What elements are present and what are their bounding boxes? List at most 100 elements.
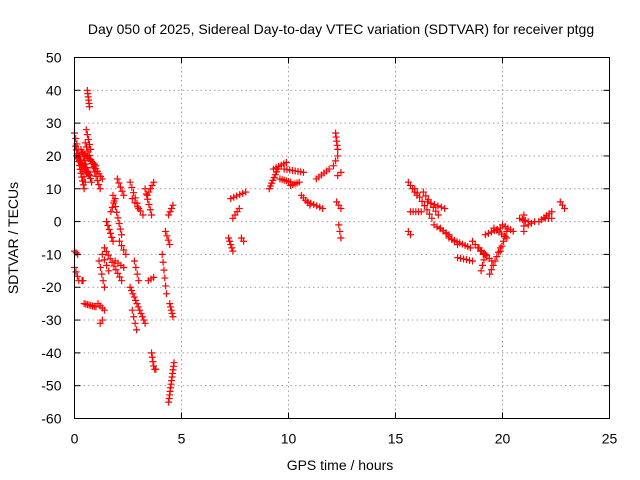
data-point bbox=[337, 234, 345, 242]
data-point bbox=[141, 319, 149, 327]
data-point bbox=[334, 172, 342, 180]
data-point bbox=[230, 193, 238, 201]
data-point bbox=[486, 270, 494, 278]
data-point bbox=[167, 306, 175, 314]
data-point bbox=[235, 204, 243, 212]
data-point bbox=[95, 181, 103, 189]
data-point bbox=[105, 225, 113, 233]
data-point bbox=[419, 188, 427, 196]
data-point bbox=[118, 187, 126, 195]
data-point bbox=[460, 255, 468, 263]
data-point bbox=[422, 192, 430, 200]
data-point bbox=[132, 296, 140, 304]
data-point bbox=[72, 134, 80, 142]
data-point bbox=[103, 218, 111, 226]
data-point bbox=[95, 257, 103, 265]
data-point bbox=[146, 206, 154, 214]
x-tick-label: 5 bbox=[178, 431, 186, 447]
data-point bbox=[163, 232, 171, 240]
data-point bbox=[325, 165, 333, 173]
data-point bbox=[310, 201, 318, 209]
data-point bbox=[120, 246, 128, 254]
data-point bbox=[145, 201, 153, 209]
data-point bbox=[83, 131, 91, 139]
data-point bbox=[421, 202, 429, 210]
plot-frame bbox=[74, 57, 610, 419]
data-point bbox=[104, 251, 112, 259]
data-point bbox=[493, 253, 501, 261]
data-point bbox=[413, 189, 421, 197]
data-point bbox=[133, 326, 141, 334]
y-tick-label: -60 bbox=[41, 411, 61, 427]
data-point bbox=[161, 274, 169, 282]
data-point bbox=[72, 142, 80, 150]
data-point bbox=[148, 181, 156, 189]
data-point bbox=[85, 171, 93, 179]
data-point bbox=[469, 257, 477, 265]
y-tick-label: 20 bbox=[46, 148, 62, 164]
data-point bbox=[107, 208, 115, 216]
data-point bbox=[299, 168, 307, 176]
data-point bbox=[134, 303, 142, 311]
data-point bbox=[115, 237, 123, 245]
y-axis-label: SDTVAR / TECUs bbox=[5, 182, 21, 294]
data-point bbox=[126, 178, 134, 186]
data-point bbox=[240, 237, 248, 245]
data-point bbox=[434, 202, 442, 210]
data-point bbox=[138, 313, 146, 321]
data-point bbox=[148, 349, 156, 357]
data-point bbox=[166, 241, 174, 249]
data-point bbox=[120, 191, 128, 199]
data-point bbox=[93, 176, 101, 184]
y-tick-label: -40 bbox=[41, 345, 61, 361]
data-point bbox=[548, 208, 556, 216]
data-point bbox=[457, 254, 465, 262]
data-point bbox=[111, 195, 119, 203]
data-point bbox=[169, 313, 177, 321]
data-point bbox=[143, 191, 151, 199]
data-point bbox=[491, 257, 499, 265]
data-point bbox=[85, 103, 93, 111]
data-point bbox=[334, 152, 342, 160]
data-point bbox=[304, 198, 312, 206]
data-point bbox=[423, 206, 431, 214]
data-point bbox=[100, 306, 108, 314]
data-point bbox=[437, 203, 445, 211]
data-point bbox=[158, 250, 166, 258]
data-point bbox=[489, 261, 497, 269]
data-point bbox=[82, 126, 90, 134]
data-point bbox=[454, 254, 462, 262]
x-tick-label: 20 bbox=[495, 431, 511, 447]
data-point bbox=[329, 162, 337, 170]
data-point bbox=[108, 233, 116, 241]
data-point bbox=[117, 183, 125, 191]
data-point bbox=[72, 249, 80, 257]
data-point bbox=[479, 261, 487, 269]
data-point bbox=[168, 309, 176, 317]
chart-title: Day 050 of 2025, Sidereal Day-to-day VTE… bbox=[88, 21, 594, 37]
data-point bbox=[134, 203, 142, 211]
x-tick-label: 0 bbox=[71, 431, 79, 447]
data-point bbox=[498, 242, 506, 250]
data-point bbox=[225, 234, 233, 242]
data-point bbox=[84, 136, 92, 144]
data-point bbox=[441, 204, 449, 212]
data-point bbox=[227, 241, 235, 249]
data-point bbox=[115, 179, 123, 187]
data-point bbox=[166, 208, 174, 216]
axis-ticks: 0 5 10 15 20 25 -60 -50 -40 -30 -20 -10 0 10 20 30 40 50 bbox=[41, 50, 617, 447]
data-point bbox=[96, 185, 104, 193]
data-point bbox=[163, 290, 171, 298]
data-point bbox=[166, 300, 174, 308]
grid-lines bbox=[74, 57, 610, 419]
data-point bbox=[295, 178, 303, 186]
data-point bbox=[164, 236, 172, 244]
data-point bbox=[116, 273, 124, 281]
data-point bbox=[84, 167, 92, 175]
data-point bbox=[149, 358, 157, 366]
data-point bbox=[131, 199, 139, 207]
data-point bbox=[242, 188, 250, 196]
data-point bbox=[161, 227, 169, 235]
data-points bbox=[71, 86, 569, 406]
